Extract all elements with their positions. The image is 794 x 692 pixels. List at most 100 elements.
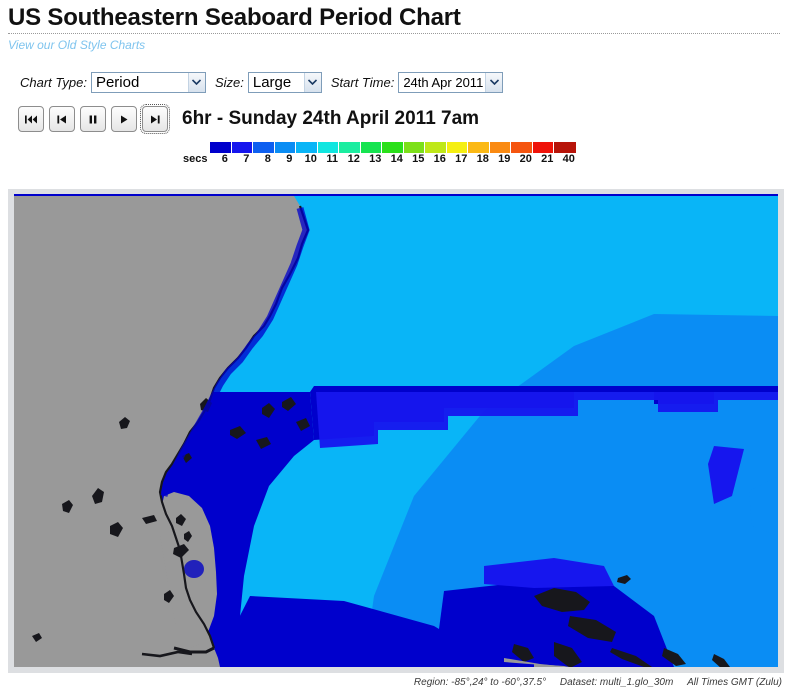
- legend-tick-19: 19: [498, 153, 511, 165]
- title-divider: [8, 33, 780, 34]
- island-cat-island: [662, 648, 686, 666]
- forecast-timestamp-caption: 6hr - Sunday 24th April 2011 7am: [182, 108, 480, 129]
- legend-tick-18: 18: [476, 153, 489, 165]
- step-back-button[interactable]: [49, 106, 75, 132]
- start-time-value: 24th Apr 2011: [403, 74, 484, 90]
- chevron-down-icon[interactable]: [303, 72, 321, 92]
- timezone-label: All Times GMT (Zulu): [687, 677, 782, 688]
- legend-tick-7: 7: [243, 153, 250, 165]
- chevron-down-icon[interactable]: [187, 72, 205, 92]
- skip-to-start-icon: [24, 114, 38, 125]
- size-select[interactable]: Large: [247, 71, 322, 93]
- legend-tick-8: 8: [264, 153, 271, 165]
- legend-tick-40: 40: [562, 153, 575, 165]
- straits-bahamas-5s: [214, 596, 484, 667]
- chart-type-label: Chart Type:: [20, 74, 87, 90]
- size-value: Large: [252, 73, 292, 91]
- start-time-label: Start Time:: [330, 74, 395, 90]
- chevron-down-icon[interactable]: [485, 72, 503, 92]
- legend-tick-9: 9: [286, 153, 293, 165]
- island-grand-bahama: [534, 588, 590, 612]
- size-label: Size:: [214, 74, 244, 90]
- legend-tick-11: 11: [326, 153, 339, 165]
- legend-swatch-20: [511, 142, 533, 153]
- old-style-charts-link[interactable]: View our Old Style Charts: [8, 38, 146, 52]
- page-title: US Southeastern Seaboard Period Chart: [8, 4, 461, 31]
- legend-tick-17: 17: [455, 153, 468, 165]
- legend-swatch-12: [339, 142, 361, 153]
- legend-swatch-15: [403, 142, 425, 153]
- legend-swatch-strip: [210, 142, 576, 153]
- region-label: Region: -85°,24° to -60°,37.5°: [413, 677, 547, 688]
- nearshore-band-5s: [160, 207, 310, 497]
- land-lower-keys: [141, 650, 193, 658]
- island-eleuthera: [610, 648, 652, 667]
- inland-water-mark: [176, 514, 186, 526]
- legend-tick-12: 12: [347, 153, 360, 165]
- inland-water-mark: [256, 437, 271, 449]
- inland-water-mark: [119, 417, 130, 429]
- legend-swatch-10: [296, 142, 318, 153]
- legend-tick-21: 21: [541, 153, 554, 165]
- legend-tick-labels: secs 6 7 8 9 10 11 12 13 14 15 16 17 18 19 20 21 40: [183, 153, 580, 167]
- inland-water-mark: [142, 515, 157, 524]
- step-forward-button[interactable]: [140, 104, 170, 134]
- map-raster[interactable]: [14, 196, 778, 667]
- legend-swatch-9: [274, 142, 296, 153]
- inland-water-mark: [110, 522, 123, 537]
- skip-to-start-button[interactable]: [18, 106, 44, 132]
- legend-swatch-14: [382, 142, 404, 153]
- legend-tick-20: 20: [519, 153, 532, 165]
- inland-water-mark: [184, 531, 192, 542]
- lake-okeechobee: [184, 560, 204, 578]
- play-button[interactable]: [111, 106, 137, 132]
- legend-tick-14: 14: [390, 153, 403, 165]
- legend-tick-6: 6: [221, 153, 228, 165]
- play-icon: [117, 114, 131, 125]
- legend-unit-label: secs: [183, 153, 208, 165]
- legend-tick-10: 10: [304, 153, 317, 165]
- inland-water-mark: [296, 418, 310, 431]
- legend-swatch-8: [253, 142, 275, 153]
- dataset-label: Dataset: multi_1.glo_30m: [559, 677, 674, 688]
- map-frame: [8, 189, 784, 673]
- chart-controls-toolbar: Chart Type: Period Size: Large Start Tim…: [20, 71, 794, 93]
- step-forward-icon: [148, 114, 162, 125]
- pause-button[interactable]: [80, 106, 106, 132]
- island-cay-chain: [504, 658, 570, 667]
- inland-water-mark: [164, 590, 174, 603]
- legend-swatch-40: [554, 142, 576, 153]
- chart-type-select[interactable]: Period: [90, 71, 206, 93]
- color-legend: secs 6 7 8 9 10 11 12 13 14 15 16 17 18 19 20 21 40: [0, 142, 794, 168]
- inland-water-mark: [282, 397, 296, 411]
- legend-swatch-21: [532, 142, 554, 153]
- legend-swatch-16: [425, 142, 447, 153]
- inland-water-mark: [62, 500, 73, 513]
- island-bermuda: [617, 575, 631, 584]
- legend-swatch-19: [489, 142, 511, 153]
- legend-tick-15: 15: [412, 153, 425, 165]
- playback-toolbar: 6hr - Sunday 24th April 2011 7am: [18, 104, 794, 134]
- ocean-band-8s-edge: [749, 476, 778, 536]
- shelf-transition-6s: [316, 392, 778, 448]
- start-time-select[interactable]: 24th Apr 2011: [398, 71, 504, 93]
- legend-tick-16: 16: [433, 153, 446, 165]
- island-abaco: [568, 616, 616, 642]
- land-florida-keys: [173, 646, 215, 654]
- inland-water-mark: [32, 633, 42, 642]
- island-bimini: [512, 644, 534, 662]
- land-mainland-us: [14, 196, 308, 667]
- period-map[interactable]: [14, 194, 778, 667]
- island-andros: [554, 642, 582, 667]
- bahamas-edge-6s: [484, 558, 614, 588]
- island-san-salvador: [712, 654, 730, 667]
- legend-tick-13: 13: [369, 153, 382, 165]
- step-back-icon: [55, 114, 69, 125]
- inland-water-mark: [92, 488, 104, 504]
- legend-swatch-11: [317, 142, 339, 153]
- chart-type-value: Period: [95, 73, 140, 91]
- legend-swatch-13: [360, 142, 382, 153]
- inland-water-mark: [230, 426, 246, 439]
- legend-swatch-7: [231, 142, 253, 153]
- legend-swatch-18: [468, 142, 490, 153]
